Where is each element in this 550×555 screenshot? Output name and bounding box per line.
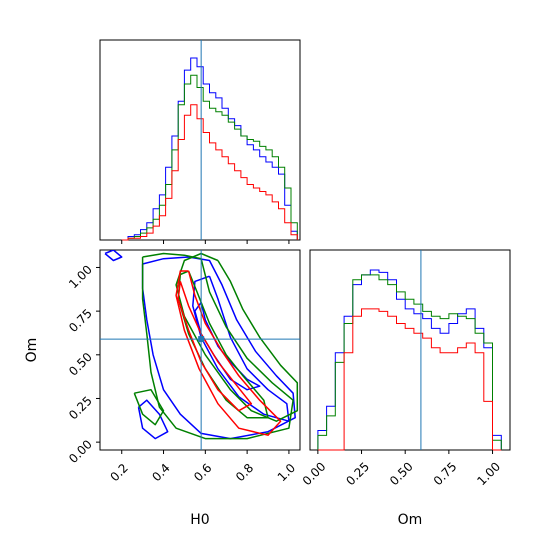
om-histogram-frame — [309, 249, 511, 451]
om-x-tick-label: 0.25 — [343, 459, 372, 488]
h0-tick-label: 0.8 — [233, 461, 256, 484]
truth-marker — [198, 336, 205, 343]
h0-om-contours — [100, 250, 300, 450]
om-y-tick-label: 0.00 — [66, 437, 95, 466]
h0-tick-label: 0.6 — [191, 461, 214, 484]
om-x-tick-label: 1.00 — [474, 459, 503, 488]
om-x-tick-label: 0.75 — [431, 459, 460, 488]
contour-line-8 — [133, 388, 165, 426]
y-axis-label-om: Om — [24, 338, 40, 363]
axis-ticks: 0.2 0.4 0.6 0.8 1.00.000.000.250.250.500.500… — [66, 240, 503, 488]
contour-line-3 — [104, 250, 123, 262]
contour-line-10 — [177, 281, 253, 412]
contour-line-9 — [175, 270, 282, 436]
h0-tick-label: 0.4 — [149, 461, 172, 484]
om-x-tick-label: 0.50 — [387, 459, 416, 488]
h0-histogram — [121, 40, 298, 241]
h0-tick-label: 1.0 — [275, 461, 298, 484]
h0-histogram-series-2 — [121, 104, 298, 241]
om-histogram-series-1 — [317, 274, 502, 450]
contour-line-7 — [141, 252, 294, 440]
contour-line-2 — [141, 256, 296, 440]
om-histogram-series-0 — [317, 269, 502, 450]
om-histogram-series-2 — [317, 308, 502, 451]
om-y-tick-label: 0.75 — [66, 306, 95, 335]
scatter-frame — [99, 249, 301, 451]
contour-line-4 — [137, 399, 169, 440]
om-histogram — [317, 250, 502, 451]
x-axis-label-h0: H0 — [190, 512, 209, 528]
h0-histogram-series-0 — [121, 57, 298, 241]
h0-histogram-series-1 — [121, 74, 298, 241]
h0-tick-label: 0.2 — [108, 461, 131, 484]
contour-line-5 — [175, 252, 299, 422]
om-y-tick-label: 1.00 — [66, 263, 95, 292]
om-y-tick-label: 0.25 — [66, 394, 95, 423]
om-y-tick-label: 0.50 — [66, 350, 95, 379]
contour-line-1 — [194, 301, 261, 391]
h0-histogram-frame — [99, 39, 301, 241]
contour-group — [100, 250, 300, 450]
x-axis-label-om: Om — [398, 512, 423, 528]
om-x-tick-label: 0.00 — [300, 459, 329, 488]
